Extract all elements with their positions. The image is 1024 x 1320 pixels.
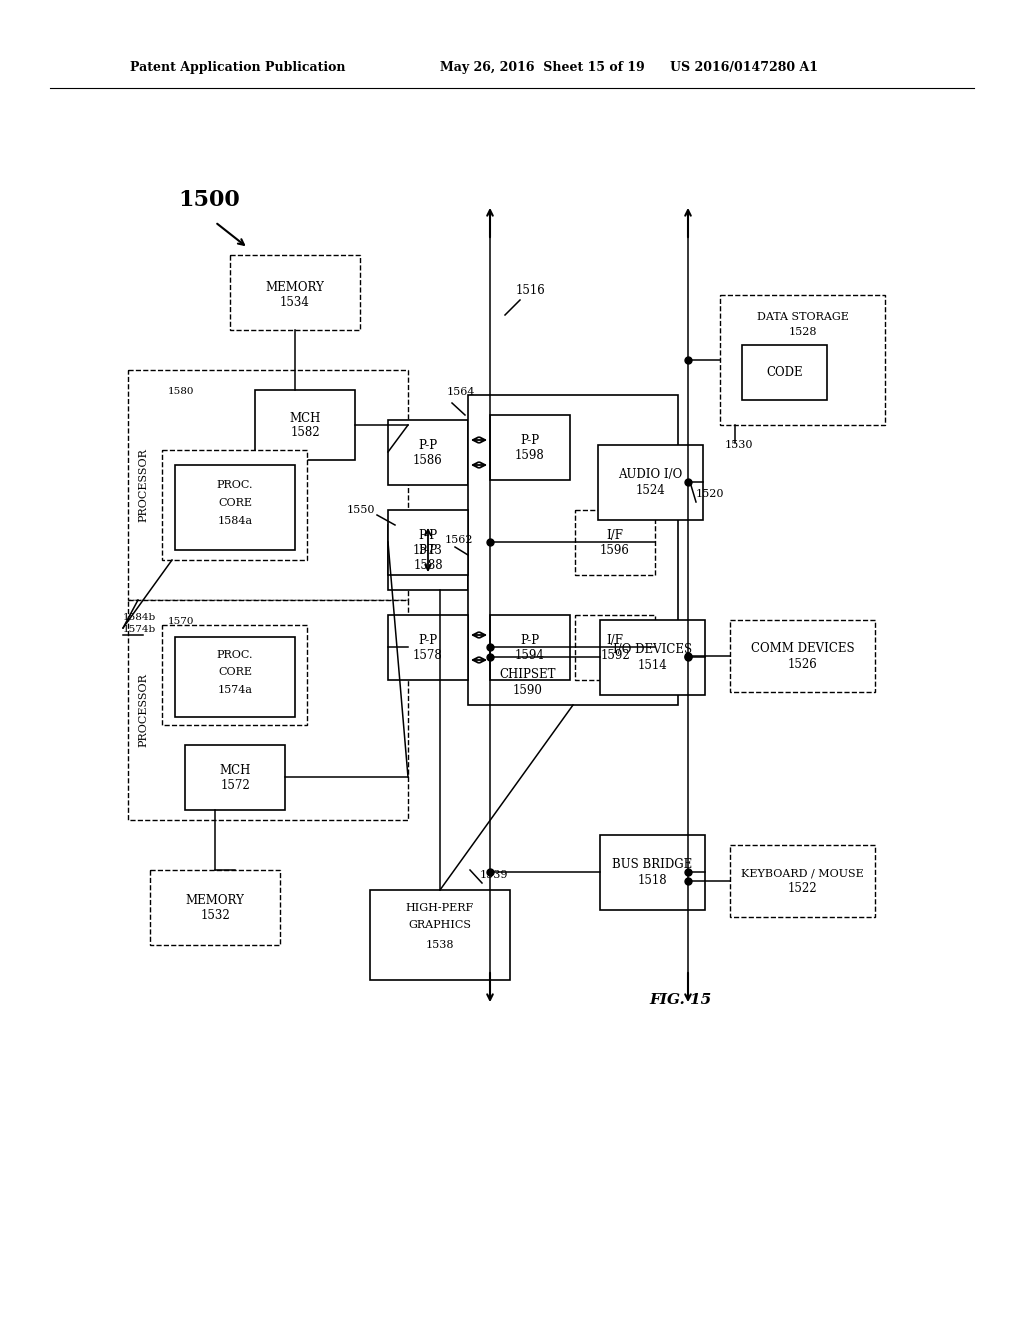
Bar [128, 370, 408, 601]
Text: 1562: 1562 [445, 535, 473, 545]
Text: CORE: CORE [218, 498, 252, 508]
Text: 1530: 1530 [725, 440, 754, 450]
Text: 1594: 1594 [515, 649, 545, 663]
Text: CODE: CODE [766, 366, 803, 379]
Bar [730, 845, 874, 917]
Bar [255, 389, 355, 459]
Text: 1534: 1534 [280, 296, 310, 309]
Text: PROC.: PROC. [217, 480, 253, 490]
Bar [175, 465, 295, 550]
Text: P-P: P-P [419, 529, 437, 543]
Bar [388, 420, 468, 484]
Text: PROC.: PROC. [217, 649, 253, 660]
Text: CHIPSET: CHIPSET [500, 668, 556, 681]
Text: GRAPHICS: GRAPHICS [409, 920, 471, 931]
Text: 1586: 1586 [413, 454, 442, 467]
Text: 1500: 1500 [178, 189, 240, 211]
Text: 1514: 1514 [638, 659, 668, 672]
Text: 1516: 1516 [516, 284, 546, 297]
Bar [185, 744, 285, 810]
Text: P-P: P-P [520, 634, 540, 647]
Bar [162, 450, 307, 560]
Text: 1572: 1572 [220, 779, 250, 792]
Bar [598, 445, 703, 520]
Bar [575, 510, 655, 576]
Text: I/F: I/F [606, 634, 624, 647]
Text: May 26, 2016  Sheet 15 of 19: May 26, 2016 Sheet 15 of 19 [440, 62, 645, 74]
Text: P-P: P-P [419, 634, 437, 647]
Text: MEMORY: MEMORY [265, 281, 325, 294]
Text: 1592: 1592 [600, 649, 630, 663]
Bar [600, 620, 705, 696]
Text: 1550: 1550 [346, 506, 375, 515]
Text: 1570: 1570 [168, 618, 195, 627]
Text: 1578: 1578 [413, 649, 442, 663]
Text: P-P: P-P [419, 440, 437, 451]
Bar [230, 255, 360, 330]
Text: 1532: 1532 [200, 909, 229, 921]
Text: COMM DEVICES: COMM DEVICES [751, 642, 854, 655]
Text: US 2016/0147280 A1: US 2016/0147280 A1 [670, 62, 818, 74]
Text: Patent Application Publication: Patent Application Publication [130, 62, 345, 74]
Bar [730, 620, 874, 692]
Text: MCH: MCH [219, 764, 251, 777]
Text: 1598: 1598 [515, 449, 545, 462]
Text: P-P: P-P [419, 544, 437, 557]
Text: 1574a: 1574a [217, 685, 253, 696]
Bar [742, 345, 827, 400]
Text: 1526: 1526 [787, 657, 817, 671]
Text: 1582: 1582 [290, 426, 319, 440]
Text: 1596: 1596 [600, 544, 630, 557]
Text: I/O DEVICES: I/O DEVICES [613, 643, 692, 656]
Text: FIG. 15: FIG. 15 [649, 993, 711, 1007]
Text: 1584a: 1584a [217, 516, 253, 525]
Bar [600, 836, 705, 909]
Bar [388, 615, 468, 680]
Text: 1524: 1524 [636, 484, 666, 498]
Text: 1584b: 1584b [123, 614, 157, 623]
Bar [150, 870, 280, 945]
Text: 1522: 1522 [787, 883, 817, 895]
Text: 1580: 1580 [168, 388, 195, 396]
Text: MCH: MCH [290, 412, 321, 425]
Text: 1528: 1528 [788, 327, 817, 337]
Bar [175, 638, 295, 717]
Text: 1564: 1564 [447, 387, 475, 397]
Text: 1574b: 1574b [123, 626, 157, 635]
Bar [162, 624, 307, 725]
Text: DATA STORAGE: DATA STORAGE [757, 312, 849, 322]
Text: KEYBOARD / MOUSE: KEYBOARD / MOUSE [741, 869, 864, 878]
Bar [575, 615, 655, 680]
Text: I/F: I/F [606, 529, 624, 543]
Text: 1539: 1539 [480, 870, 509, 880]
Text: BUS BRIDGE: BUS BRIDGE [612, 858, 692, 871]
Text: AUDIO I/O: AUDIO I/O [618, 469, 683, 480]
Text: PROCESSOR: PROCESSOR [138, 447, 148, 521]
Bar [490, 414, 570, 480]
Text: 1590: 1590 [513, 684, 543, 697]
Text: 1573: 1573 [413, 544, 443, 557]
Text: 1520: 1520 [696, 488, 725, 499]
Text: P-P: P-P [520, 434, 540, 447]
Text: CORE: CORE [218, 667, 252, 677]
Bar [128, 601, 408, 820]
Text: PROCESSOR: PROCESSOR [138, 673, 148, 747]
Bar [388, 510, 468, 576]
Bar [468, 395, 678, 705]
Text: MEMORY: MEMORY [185, 894, 245, 907]
Bar [370, 890, 510, 979]
Bar [720, 294, 885, 425]
Text: 1518: 1518 [638, 874, 668, 887]
Text: 1588: 1588 [414, 558, 442, 572]
Text: 1538: 1538 [426, 940, 455, 950]
Text: HIGH-PERF: HIGH-PERF [406, 903, 474, 913]
Bar [490, 615, 570, 680]
Bar [388, 525, 468, 590]
